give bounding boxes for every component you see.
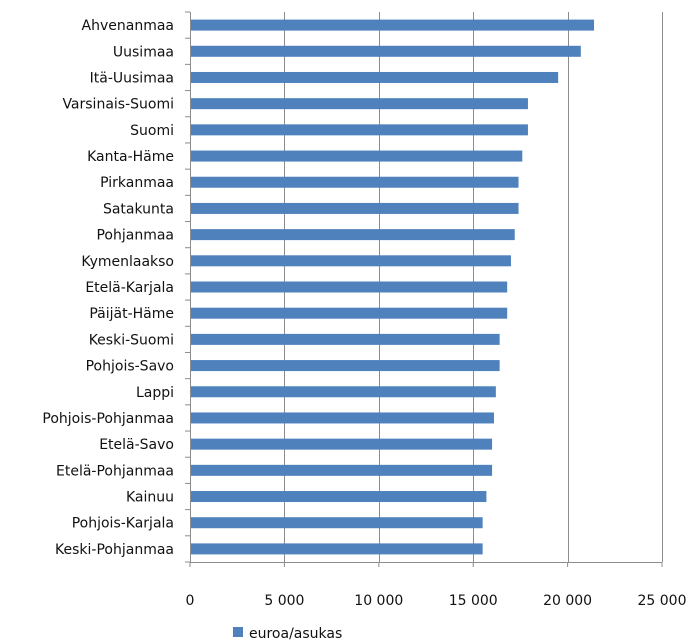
legend-swatch <box>233 627 243 637</box>
bar-9 <box>190 255 511 267</box>
x-tick-label-4: 20 000 <box>543 593 592 609</box>
bar-14 <box>190 386 496 398</box>
bar-6 <box>190 176 519 188</box>
category-labels: Ahvenanmaa Uusimaa Itä-Uusimaa Varsinais-Su… <box>42 18 174 558</box>
bar-15 <box>190 412 494 424</box>
bar-5 <box>190 150 523 162</box>
category-label-12: Keski-Suomi <box>89 332 174 348</box>
category-label-10: Etelä-Karjala <box>85 280 174 296</box>
category-label-13: Pohjois-Savo <box>86 359 174 375</box>
bar-11 <box>190 307 508 319</box>
bar-13 <box>190 360 500 372</box>
category-label-11: Päijät-Häme <box>89 306 174 322</box>
bar-17 <box>190 464 493 476</box>
category-label-16: Etelä-Savo <box>99 437 174 453</box>
category-label-2: Itä-Uusimaa <box>90 70 174 86</box>
category-label-20: Keski-Pohjanmaa <box>55 542 174 558</box>
category-label-18: Kainuu <box>126 490 174 506</box>
x-tick-label-2: 10 000 <box>354 593 403 609</box>
category-label-9: Kymenlaakso <box>81 254 174 270</box>
category-label-15: Pohjois-Pohjanmaa <box>42 411 174 427</box>
category-label-17: Etelä-Pohjanmaa <box>56 463 174 479</box>
legend: euroa/asukas <box>233 626 342 642</box>
bar-7 <box>190 202 519 214</box>
category-label-5: Kanta-Häme <box>87 149 174 165</box>
bar-10 <box>190 281 508 293</box>
axes <box>185 11 663 567</box>
x-tick-label-0: 0 <box>186 593 195 609</box>
category-label-7: Satakunta <box>103 201 174 217</box>
bar-4 <box>190 124 528 136</box>
x-tick-label-5: 25 000 <box>638 593 687 609</box>
category-label-1: Uusimaa <box>113 44 174 60</box>
bar-8 <box>190 229 515 241</box>
bar-12 <box>190 333 500 345</box>
bar-0 <box>190 19 595 31</box>
bar-1 <box>190 45 581 57</box>
category-label-8: Pohjanmaa <box>96 228 174 244</box>
legend-label: euroa/asukas <box>249 626 342 642</box>
category-label-14: Lappi <box>136 385 174 401</box>
bar-2 <box>190 71 559 83</box>
category-label-3: Varsinais-Suomi <box>62 97 174 113</box>
bar-20 <box>190 543 483 555</box>
x-tick-label-1: 5 000 <box>264 593 304 609</box>
category-label-6: Pirkanmaa <box>100 175 174 191</box>
category-label-0: Ahvenanmaa <box>82 18 174 34</box>
bar-18 <box>190 491 487 503</box>
x-tick-label-3: 15 000 <box>449 593 498 609</box>
category-label-19: Pohjois-Karjala <box>72 516 174 532</box>
bar-3 <box>190 98 528 110</box>
bars <box>190 19 595 555</box>
bar-19 <box>190 517 483 529</box>
tick-labels: 0 5 000 10 000 15 000 20 000 25 000 <box>186 593 687 609</box>
bar-16 <box>190 438 493 450</box>
category-label-4: Suomi <box>130 123 174 139</box>
